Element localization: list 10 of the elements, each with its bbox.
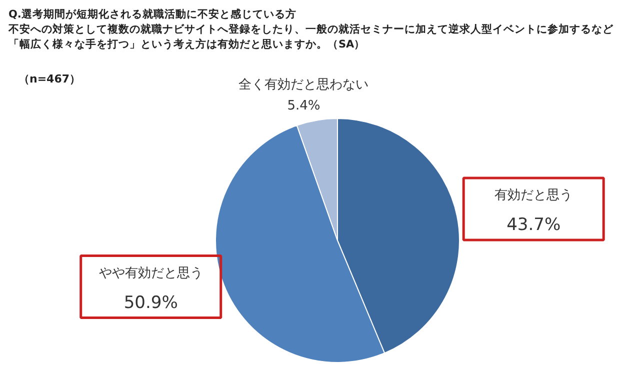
data-label: 43.7%: [506, 214, 561, 235]
chart-subtitle: 不安への対策として複数の就職ナビサイトへ登録をしたり、一般の就活セミナーに加えて逆求人型イベントに参加するなど: [8, 22, 614, 36]
data-label: 5.4%: [287, 98, 320, 114]
chart-title: Q.選考期間が短期化される就職活動に不安と感じている方: [8, 8, 296, 20]
slice-label: 全く有効だと思わない: [238, 78, 369, 93]
text: （n=467）: [18, 72, 81, 86]
slice-label: 有効だと思う: [494, 188, 573, 203]
slice-label: やや有効だと思う: [98, 266, 203, 281]
text: 「幅広く様々な手を打つ」という考え方は有効だと思いますか。（SA）: [8, 38, 366, 50]
data-label: 50.9%: [124, 292, 178, 313]
